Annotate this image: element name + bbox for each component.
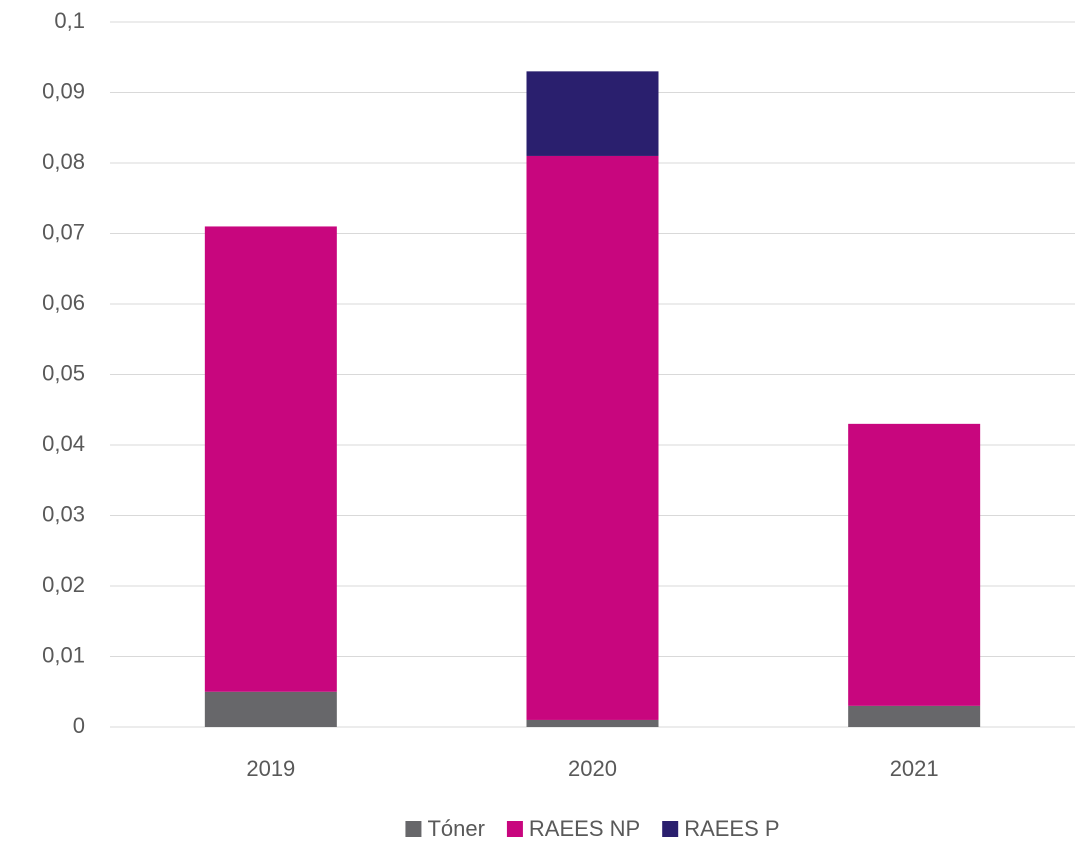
bar-segment xyxy=(526,155,659,720)
legend-label: Tóner xyxy=(427,816,484,841)
legend-swatch xyxy=(506,821,523,837)
legend-label: RAEES P xyxy=(684,816,779,841)
legend-swatch xyxy=(405,821,422,837)
y-tick-label: 0,08 xyxy=(42,149,85,174)
y-tick-label: 0,1 xyxy=(54,8,85,33)
y-tick-label: 0,06 xyxy=(42,290,85,315)
y-tick-label: 0,01 xyxy=(42,642,85,667)
legend-label: RAEES NP xyxy=(529,816,640,841)
x-tick-label: 2020 xyxy=(568,756,617,781)
bar-segment xyxy=(848,423,981,706)
bar-segment xyxy=(526,719,659,727)
x-tick-label: 2019 xyxy=(246,756,295,781)
bar-segment xyxy=(204,691,337,727)
y-tick-label: 0,02 xyxy=(42,572,85,597)
bar-segment xyxy=(204,226,337,692)
y-tick-label: 0,04 xyxy=(42,431,85,456)
y-tick-label: 0,03 xyxy=(42,501,85,526)
y-tick-label: 0,07 xyxy=(42,219,85,244)
legend-swatch xyxy=(662,821,679,837)
y-tick-label: 0,05 xyxy=(42,360,85,385)
x-tick-label: 2021 xyxy=(890,756,939,781)
y-tick-label: 0,09 xyxy=(42,78,85,103)
bar-segment xyxy=(848,705,981,727)
bar-segment xyxy=(526,71,659,156)
y-tick-label: 0 xyxy=(73,713,85,738)
